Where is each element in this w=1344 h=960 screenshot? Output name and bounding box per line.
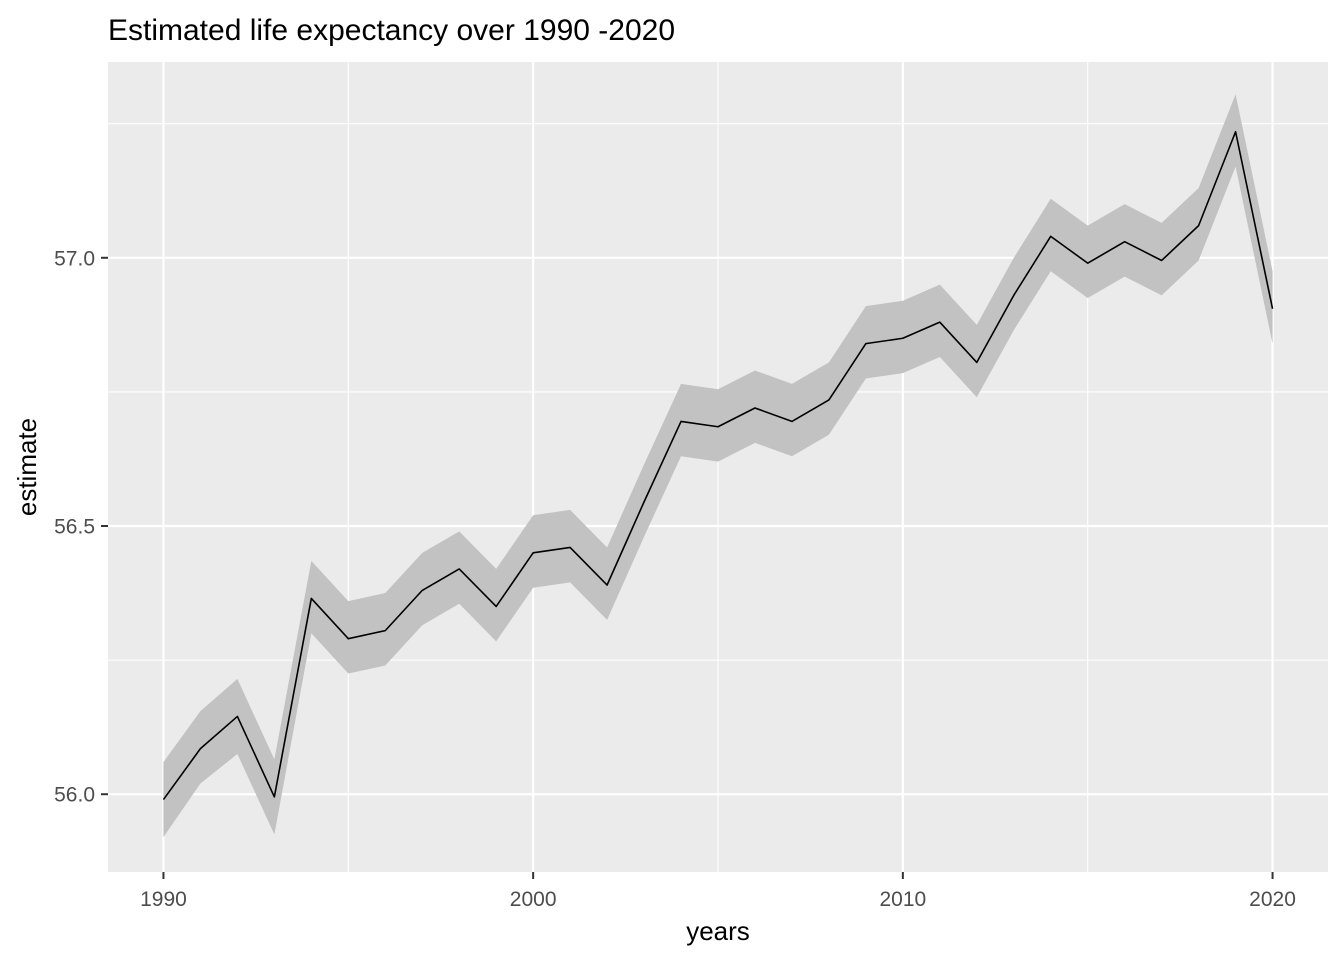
x-tick-label: 2000 bbox=[510, 888, 557, 911]
confidence-band bbox=[163, 94, 1273, 838]
x-tick-label: 1990 bbox=[140, 888, 187, 911]
x-axis-title: years bbox=[686, 916, 750, 946]
chart-title: Estimated life expectancy over 1990 -202… bbox=[108, 14, 675, 47]
x-tick-label: 2010 bbox=[879, 888, 926, 911]
confidence-band-layer bbox=[163, 94, 1273, 838]
estimate-line-layer bbox=[162, 130, 1274, 801]
y-axis: 56.0 56.5 57.0 bbox=[54, 247, 108, 807]
y-tick-label: 56.0 bbox=[54, 784, 95, 807]
major-gridlines bbox=[108, 62, 1328, 872]
y-tick-label: 56.5 bbox=[54, 516, 95, 539]
y-tick-label: 57.0 bbox=[54, 247, 95, 270]
estimate-line bbox=[162, 130, 1274, 801]
minor-gridlines bbox=[108, 62, 1328, 872]
x-tick-label: 2020 bbox=[1249, 888, 1296, 911]
y-axis-title: estimate bbox=[12, 418, 42, 516]
x-axis: 1990 2000 2010 2020 bbox=[140, 872, 1296, 911]
